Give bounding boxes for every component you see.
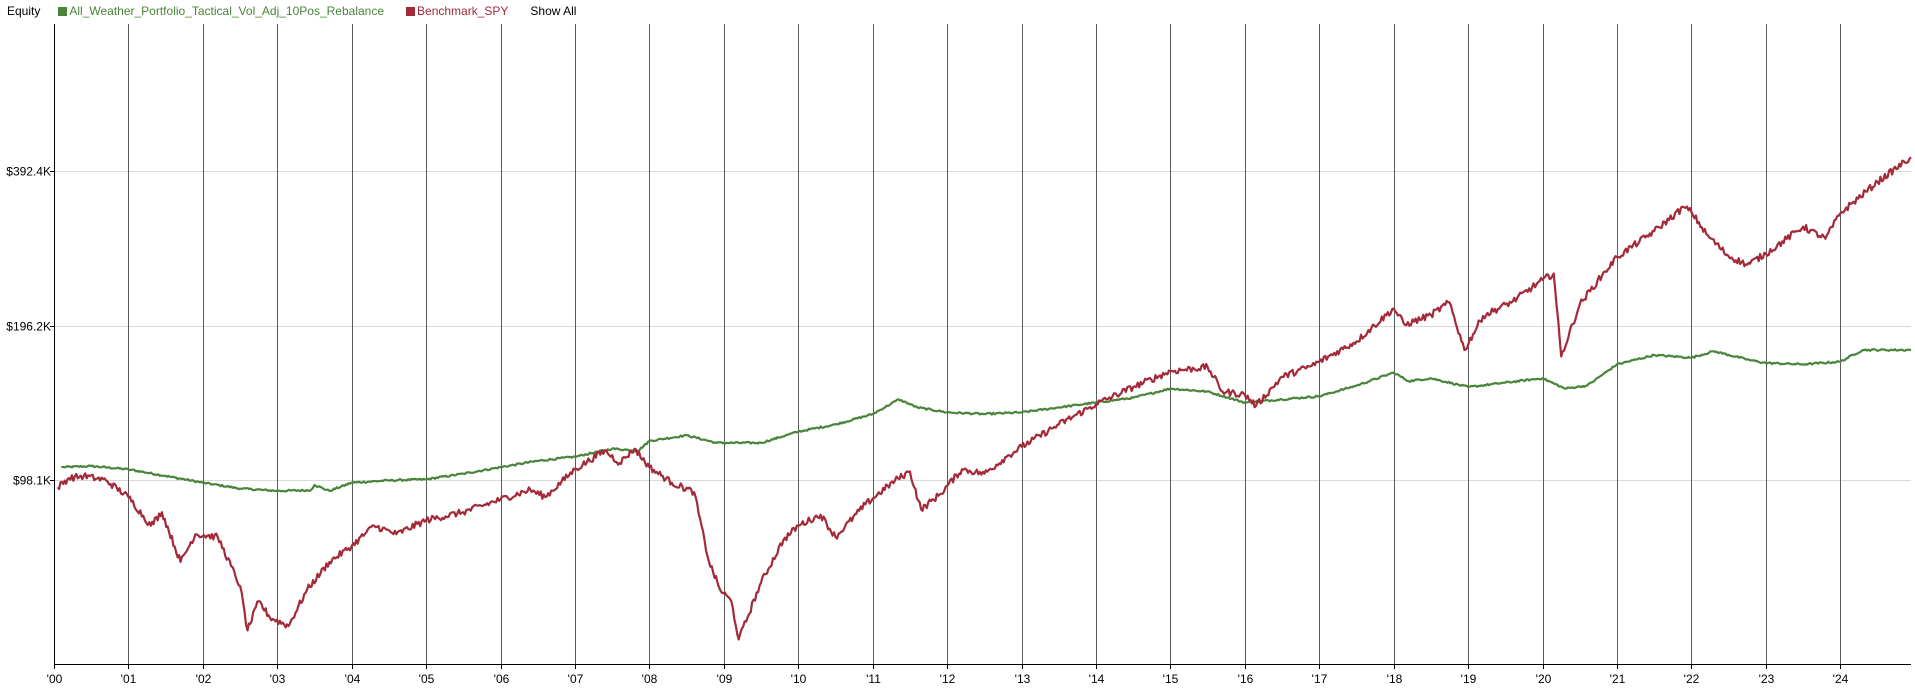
x-tick-label: '10 xyxy=(791,672,807,686)
x-tick-label: '09 xyxy=(717,672,733,686)
x-tick-label: '14 xyxy=(1089,672,1105,686)
x-tick-label: '22 xyxy=(1684,672,1700,686)
x-tick-label: '23 xyxy=(1759,672,1775,686)
x-tick-label: '01 xyxy=(121,672,137,686)
chart-title: Equity xyxy=(7,4,41,18)
x-tick-label: '03 xyxy=(270,672,286,686)
chart-legend: Equity All_Weather_Portfolio_Tactical_Vo… xyxy=(7,3,576,19)
legend-label-benchmark: Benchmark_SPY xyxy=(417,4,509,18)
x-tick-label: '12 xyxy=(940,672,956,686)
series-line-benchmark xyxy=(56,156,1912,641)
y-tick-labels: $98.1K $196.2K $392.4K xyxy=(6,165,51,488)
series-lines xyxy=(56,156,1912,641)
x-tick-label: '02 xyxy=(196,672,212,686)
x-tick-label: '24 xyxy=(1833,672,1849,686)
x-tick-label: '17 xyxy=(1312,672,1328,686)
legend-label-portfolio: All_Weather_Portfolio_Tactical_Vol_Adj_1… xyxy=(69,4,385,18)
x-tick-label: '04 xyxy=(345,672,361,686)
legend-swatch-portfolio xyxy=(58,6,68,16)
y-tick-label: $98.1K xyxy=(13,474,51,488)
x-tick-label: '15 xyxy=(1163,672,1179,686)
y-tick-label: $196.2K xyxy=(6,320,51,334)
series-line-portfolio xyxy=(61,348,1912,493)
legend-swatch-benchmark xyxy=(406,6,416,16)
x-tick-label: '16 xyxy=(1238,672,1254,686)
x-tick-label: '08 xyxy=(642,672,658,686)
x-tick-label: '21 xyxy=(1610,672,1626,686)
x-tick-labels: '00 '01 '02 '03 '04 '05 '06 '07 '08 '09 '10 '11 '12 '… xyxy=(47,672,1849,686)
legend-item-portfolio[interactable]: All_Weather_Portfolio_Tactical_Vol_Adj_1… xyxy=(58,4,384,18)
x-tick-label: '20 xyxy=(1536,672,1552,686)
x-tick-label: '00 xyxy=(47,672,63,686)
x-tick-label: '06 xyxy=(494,672,510,686)
legend-item-benchmark[interactable]: Benchmark_SPY xyxy=(406,4,508,18)
x-tick-label: '11 xyxy=(866,672,881,686)
axes xyxy=(50,24,1911,669)
grid-lines xyxy=(54,24,1911,664)
x-tick-label: '19 xyxy=(1461,672,1477,686)
y-tick-label: $392.4K xyxy=(6,165,51,179)
x-tick-label: '13 xyxy=(1015,672,1031,686)
x-tick-label: '07 xyxy=(568,672,584,686)
show-all-button[interactable]: Show All xyxy=(530,4,577,18)
x-tick-label: '18 xyxy=(1387,672,1403,686)
x-tick-label: '05 xyxy=(419,672,435,686)
